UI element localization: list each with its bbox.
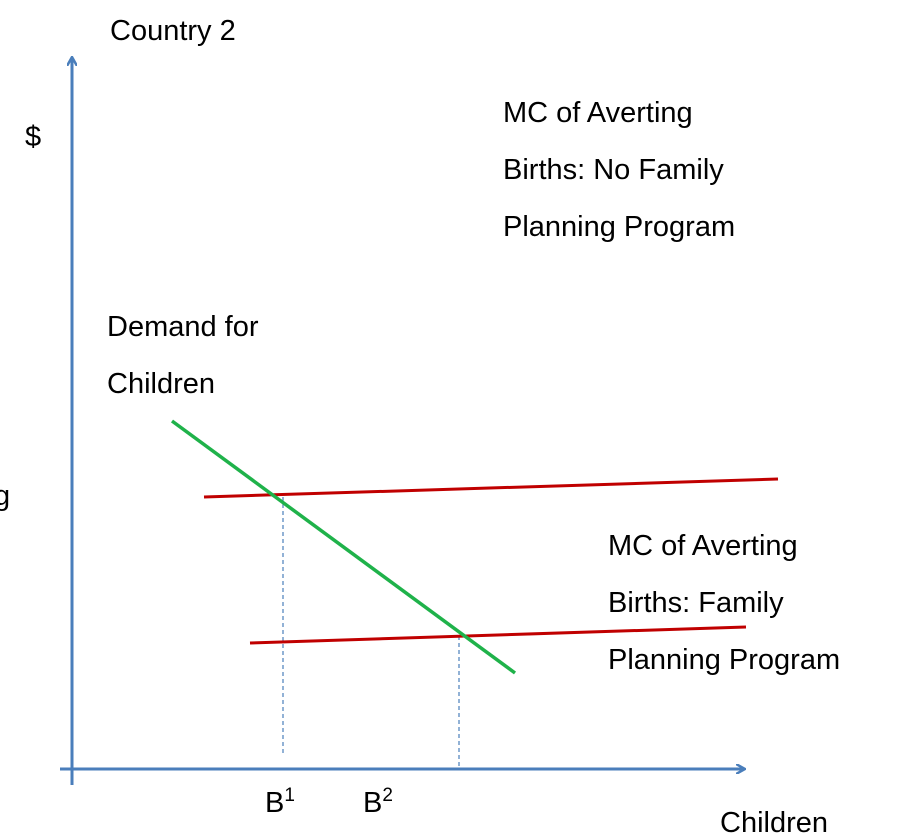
x-tick-label: B2 [363,785,393,819]
x-axis-label: Children [720,807,828,839]
clipped-text: g [0,480,10,512]
tick-base: B [363,787,382,819]
y-axis-label: $ [25,121,41,153]
tick-sup: 1 [284,785,295,806]
annotation-line: MC of Averting [503,97,693,129]
annotation-line: Planning Program [503,211,735,243]
annotation-line: Births: Family [608,587,784,619]
mc-no-program-line [203,477,779,499]
annotation-line: Children [107,368,215,400]
x-tick-label: B1 [265,785,295,819]
annotation-line: MC of Averting [608,530,798,562]
mc-program-line [249,625,747,645]
title: Country 2 [110,15,236,47]
annotation-line: Births: No Family [503,154,724,186]
tick-sup: 2 [382,785,393,806]
tick-base: B [265,787,284,819]
demand-line [170,419,517,675]
annotation-line: Planning Program [608,644,840,676]
annotation-line: Demand for [107,311,259,343]
